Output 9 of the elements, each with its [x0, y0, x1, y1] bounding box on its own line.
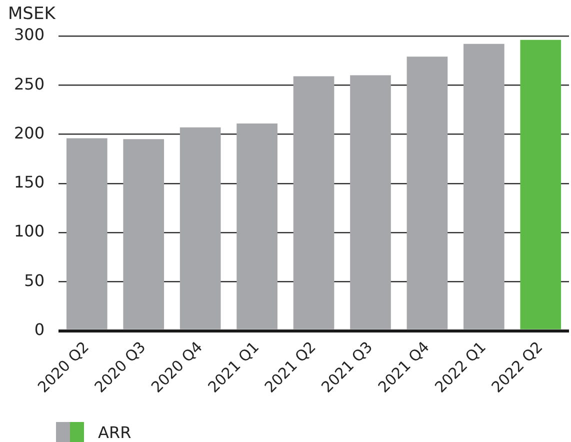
- y-tick-label: 50: [24, 270, 45, 290]
- y-tick-label: 300: [14, 25, 45, 44]
- y-tick-label: 200: [14, 123, 45, 142]
- y-axis-title: MSEK: [8, 4, 56, 24]
- y-tick-label: 0: [34, 320, 45, 339]
- y-tick-label: 250: [14, 74, 45, 94]
- y-tick-label: 150: [14, 172, 45, 192]
- y-tick-label: 100: [14, 222, 45, 241]
- legend-label: ARR: [98, 422, 132, 442]
